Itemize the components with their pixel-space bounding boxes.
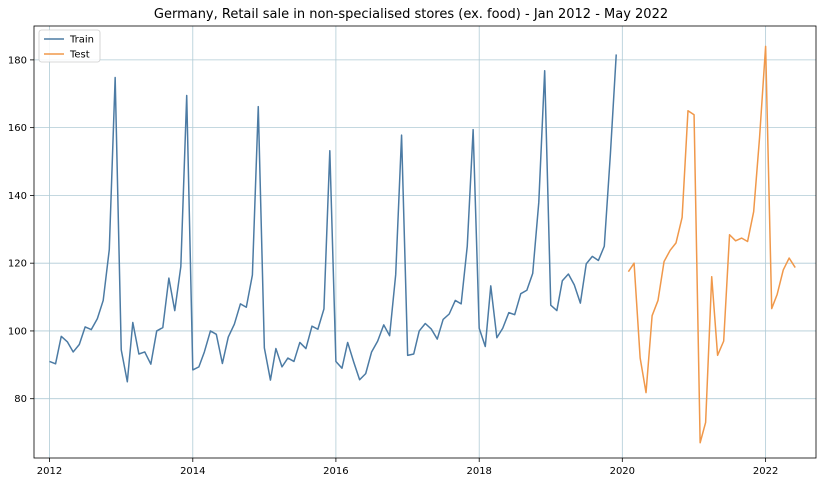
y-tick-label: 140 [8, 191, 27, 202]
x-tick-label: 2012 [37, 466, 62, 477]
x-tick-label: 2022 [753, 466, 778, 477]
legend: Train Test [38, 29, 101, 63]
y-tick-label: 180 [8, 55, 27, 66]
grid [34, 26, 816, 458]
chart-title: Germany, Retail sale in non-specialised … [154, 7, 668, 22]
axis-ticks: 2012 2014 2016 2018 2020 2022 80 100 120 140 160 18… [8, 55, 778, 477]
y-tick-label: 120 [8, 259, 27, 270]
series-lines [49, 45, 796, 444]
x-tick-label: 2016 [323, 466, 348, 477]
y-tick-label: 100 [8, 326, 27, 337]
x-tick-label: 2020 [610, 466, 635, 477]
x-tick-label: 2014 [180, 466, 205, 477]
series-line-train [49, 54, 617, 383]
x-tick-label: 2018 [466, 466, 491, 477]
legend-label-test: Test [69, 50, 90, 61]
series-line-test [627, 45, 796, 444]
plot-frame [33, 25, 817, 459]
y-tick-label: 160 [8, 123, 27, 134]
y-tick-label: 80 [14, 394, 27, 405]
legend-label-train: Train [69, 35, 94, 46]
